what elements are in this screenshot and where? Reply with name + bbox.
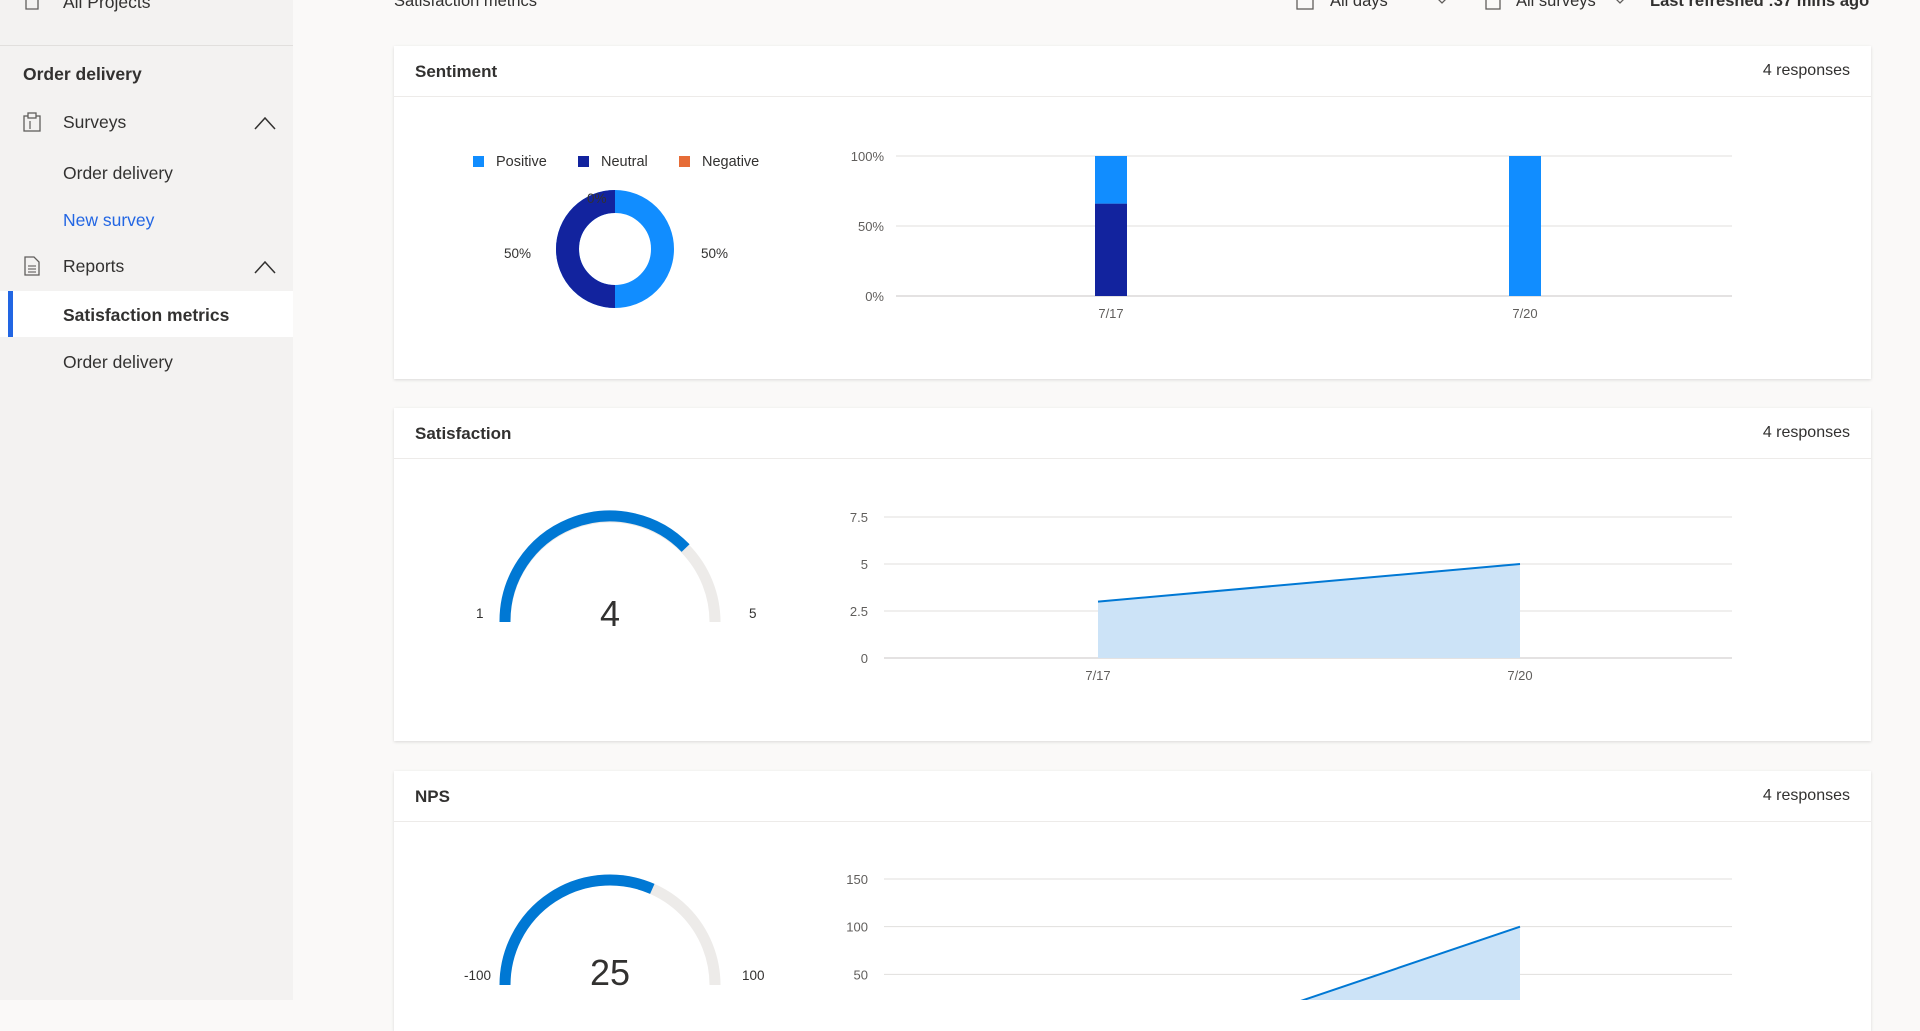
nav-report-order-delivery-label: Order delivery [63,352,173,372]
chevron-down-icon [1616,0,1624,4]
chevron-down-icon [1438,0,1446,4]
document-icon [25,0,39,10]
response-count: 4 responses [1762,787,1850,804]
page-title: Satisfaction metrics [394,0,538,10]
y-tick-label: 100 [846,920,868,935]
donut-slice-neutral [556,190,616,308]
response-count: 4 responses [1762,424,1850,441]
y-tick-label: 0% [865,289,884,304]
card-title: Satisfaction [415,424,512,443]
series-line [1300,925,1521,1000]
project-title: Order delivery [23,64,142,84]
gauge-min: 1 [476,606,484,621]
x-tick-label: 7/20 [1512,306,1537,321]
area-fill [1098,564,1520,658]
chevron-up-icon[interactable] [254,260,276,274]
nps-gauge: 25 -100 100 [464,874,765,993]
clipboard-icon [23,112,41,132]
gauge-fill [499,510,690,623]
gauge-max: 100 [742,968,765,983]
y-tick-label: 2.5 [850,604,868,619]
clipboard-icon [1485,0,1501,10]
area-fill [1303,926,1520,1000]
nav-survey-order-delivery-label: Order delivery [63,163,173,183]
card-title: NPS [415,787,450,806]
sentiment-charts: Positive Neutral Negative 0% 50% 50% 0% 5… [473,149,1732,321]
satisfaction-charts: 4 1 5 0 2.5 5 7.5 7/17 7/20 [476,510,1732,683]
bar-neutral [1095,203,1127,296]
donut-label-neutral: 50% [504,246,531,261]
selected-indicator [8,291,13,337]
days-filter-label: All days [1330,0,1388,10]
card-header: Sentiment 4 responses [394,46,1871,97]
surveys-filter-label: All surveys [1516,0,1596,10]
nps-card: NPS 4 responses 25 -100 100 50 100 150 [394,771,1871,1031]
sidebar-divider [0,45,293,46]
sidebar: All Projects Order delivery Surveys Orde… [0,0,293,1000]
legend-positive: Positive [496,154,547,170]
x-tick-label: 7/20 [1507,668,1532,683]
nps-charts: 25 -100 100 50 100 150 [464,872,1732,1000]
nav-surveys[interactable]: Surveys [0,110,293,136]
x-tick-label: 7/17 [1098,306,1123,321]
nps-area-chart: 50 100 150 [846,872,1732,1000]
nav-reports-label: Reports [63,256,125,276]
legend-negative: Negative [702,154,759,170]
response-count: 4 responses [1762,62,1850,79]
donut-label-positive: 50% [701,246,728,261]
nav-new-survey[interactable]: New survey [0,208,293,234]
y-tick-label: 0 [861,651,868,666]
last-refreshed: Last refreshed :37 mins ago [1650,0,1870,10]
gauge-max: 5 [749,606,757,621]
y-tick-label: 5 [861,557,868,572]
chevron-up-icon[interactable] [254,116,276,130]
series-line [1097,563,1521,603]
calendar-icon [1296,0,1314,10]
legend-positive-swatch [473,156,484,167]
legend-neutral: Neutral [601,154,648,170]
sentiment-donut: 0% 50% 50% [504,190,728,308]
donut-label-negative: 0% [587,191,607,206]
y-tick-label: 50% [858,219,884,234]
y-tick-label: 7.5 [850,510,868,525]
x-tick-label: 7/17 [1085,668,1110,683]
nav-surveys-label: Surveys [63,112,127,132]
y-tick-label: 150 [846,872,868,887]
nav-satisfaction-metrics[interactable]: Satisfaction metrics [0,291,293,337]
sentiment-bar-chart: 0% 50% 100% 7/17 7/20 [851,149,1732,321]
gauge-value: 4 [600,593,620,634]
sentiment-card: Sentiment 4 responses Positive Neutral N… [394,46,1871,379]
nav-satisfaction-metrics-label: Satisfaction metrics [63,305,230,325]
nav-new-survey-label: New survey [63,210,155,230]
report-icon [24,256,40,276]
satisfaction-area-chart: 0 2.5 5 7.5 7/17 7/20 [850,510,1732,683]
nav-all-projects-label: All Projects [63,0,151,12]
nav-reports[interactable]: Reports [0,254,293,280]
satisfaction-gauge: 4 1 5 [476,510,757,634]
card-header: Satisfaction 4 responses [394,408,1871,459]
bar-positive [1095,156,1127,204]
nav-report-order-delivery[interactable]: Order delivery [0,350,293,376]
nav-all-projects[interactable]: All Projects [0,0,293,20]
y-tick-label: 100% [851,149,885,164]
y-tick-label: 50 [854,967,868,982]
legend-neutral-swatch [578,156,589,167]
nav-survey-order-delivery[interactable]: Order delivery [0,161,293,187]
card-title: Sentiment [415,62,498,81]
bar-positive [1509,156,1541,296]
gauge-fill [499,874,655,986]
satisfaction-card: Satisfaction 4 responses 4 1 5 0 2.5 5 7.5 7… [394,408,1871,741]
gauge-value: 25 [590,952,630,993]
legend: Positive Neutral Negative [473,154,759,170]
card-header: NPS 4 responses [394,771,1871,822]
legend-negative-swatch [679,156,690,167]
gauge-min: -100 [464,968,491,983]
